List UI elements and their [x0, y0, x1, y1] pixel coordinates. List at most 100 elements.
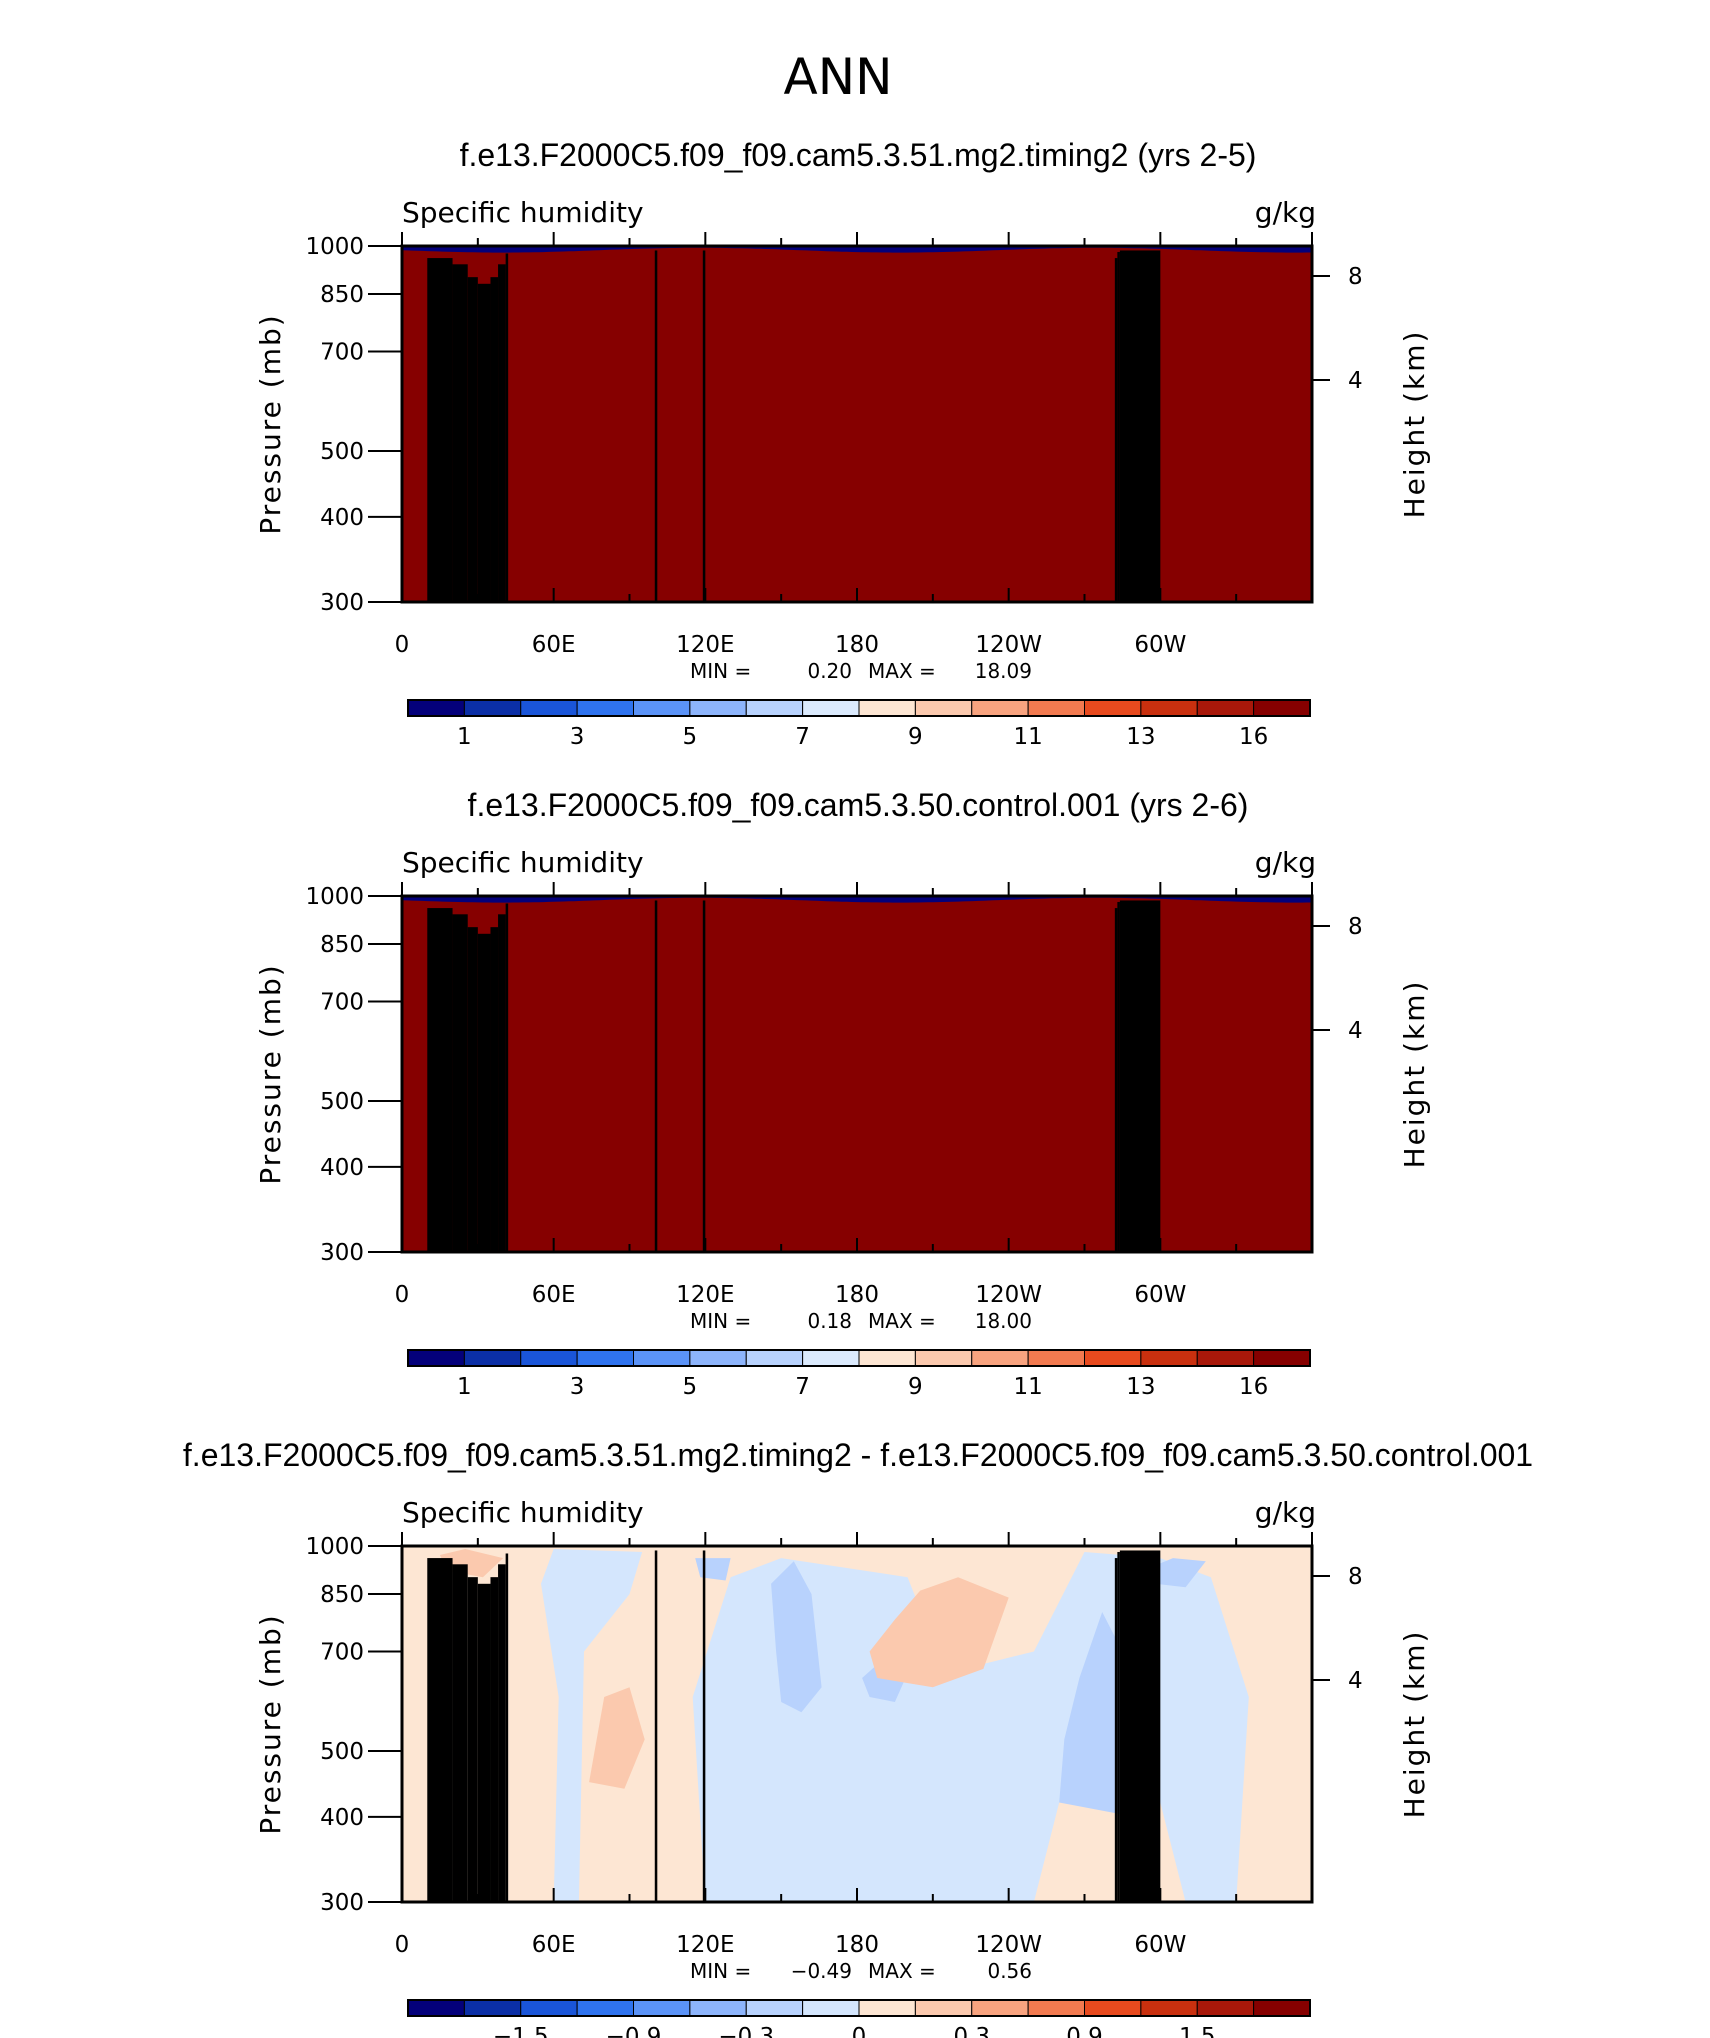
topography-mask [505, 903, 509, 1252]
y-tick-label: 1000 [305, 884, 364, 910]
y-tick-label: 400 [320, 1155, 364, 1181]
colorbar-label: 1 [457, 724, 472, 750]
chart-panel-1: f.e13.F2000C5.f09_f09.cam5.3.51.mg2.timi… [254, 137, 1431, 750]
panel-title: f.e13.F2000C5.f09_f09.cam5.3.51.mg2.timi… [183, 1437, 1533, 1473]
topography-mask [498, 264, 506, 602]
min-value: 0.18 [807, 1309, 852, 1333]
x-tick-label: 120W [975, 1932, 1042, 1958]
topography-mask [1117, 251, 1120, 602]
y-tick-label: 500 [320, 439, 364, 465]
heatmap-plot-area [402, 896, 1312, 1252]
colorbar-swatch [1253, 699, 1311, 717]
topography-mask [427, 908, 453, 1252]
colorbar-label: 13 [1126, 724, 1155, 750]
colorbar-label: 5 [683, 724, 698, 750]
x-tick-label: 180 [835, 632, 879, 658]
colorbar-label: 3 [570, 1374, 585, 1400]
panel-title: f.e13.F2000C5.f09_f09.cam5.3.51.mg2.timi… [460, 137, 1257, 173]
colorbar-swatch [745, 699, 804, 717]
y-tick-label: 700 [320, 1639, 364, 1665]
topography-mask [498, 1564, 506, 1902]
colorbar-swatch [689, 1349, 747, 1367]
topography-mask [490, 1577, 499, 1902]
colorbar-swatch [971, 1349, 1029, 1367]
topography-mask [452, 264, 468, 602]
colorbar-swatch [971, 699, 1029, 717]
colorbar-label: 11 [1013, 724, 1042, 750]
units-label: g/kg [1255, 196, 1316, 229]
topography-mask [427, 1558, 453, 1902]
colorbar-label: 9 [908, 1374, 923, 1400]
y-axis-right-label: Height (km) [1398, 980, 1431, 1169]
contour-band [869, 1577, 1009, 1688]
y-axis-right-label: Height (km) [1398, 330, 1431, 519]
colorbar-label: 0.9 [1066, 2024, 1103, 2038]
x-tick-label: 60E [532, 1932, 576, 1958]
topography-mask [477, 1583, 491, 1902]
colorbar-frame [407, 699, 1311, 717]
colorbar-swatch [1140, 1349, 1198, 1367]
y-tick-label: 850 [320, 282, 364, 308]
topography-mask [477, 933, 491, 1252]
y-tick-label: 400 [320, 1805, 364, 1831]
topography-mask [1117, 901, 1120, 1252]
colorbar-frame [407, 1349, 1311, 1367]
colorbar-label: 11 [1013, 1374, 1042, 1400]
heatmap-plot-area [402, 246, 1312, 602]
max-value: 18.09 [975, 659, 1032, 683]
colorbar-label: −0.3 [718, 2024, 774, 2038]
topography-mask [490, 927, 499, 1252]
y-axis-label: Pressure (mb) [254, 1613, 287, 1834]
colorbar-label: −0.9 [606, 2024, 662, 2038]
colorbar-swatch [520, 1349, 578, 1367]
colorbar-swatch [745, 1999, 804, 2017]
colorbar-label: 16 [1239, 1374, 1268, 1400]
topography-mask [654, 250, 658, 602]
contour-band [402, 247, 1312, 602]
topography-mask [1114, 258, 1118, 602]
x-tick-label: 0 [395, 1282, 410, 1308]
chart-panel-2: f.e13.F2000C5.f09_f09.cam5.3.50.control.… [254, 787, 1431, 1400]
colorbar-swatch [407, 1999, 465, 2017]
y-tick-label: 1000 [305, 1534, 364, 1560]
topography-mask [702, 900, 706, 1252]
colorbar-label: 5 [683, 1374, 698, 1400]
topography-mask [702, 1550, 706, 1902]
colorbar-label: 0 [852, 2024, 867, 2038]
contour-band [589, 1687, 645, 1789]
colorbar-swatch [858, 1349, 916, 1367]
colorbar-label: 1.5 [1179, 2024, 1216, 2038]
y-tick-label: 700 [320, 339, 364, 365]
topography-mask [427, 258, 453, 602]
min-value: −0.49 [791, 1959, 852, 1983]
y-right-tick-label: 4 [1348, 368, 1363, 394]
colorbar-swatch [407, 699, 465, 717]
colorbar-label: 9 [908, 724, 923, 750]
topography-mask [1114, 1558, 1118, 1902]
y-axis-label: Pressure (mb) [254, 963, 287, 1184]
topography-mask [1119, 250, 1161, 602]
contour-band [771, 1561, 822, 1713]
field-name-label: Specific humidity [402, 196, 644, 229]
units-label: g/kg [1255, 846, 1316, 879]
topography-mask [467, 1577, 478, 1902]
y-tick-label: 400 [320, 505, 364, 531]
colorbar-swatch [1084, 699, 1142, 717]
colorbar-swatch [633, 1999, 691, 2017]
contour-band [1150, 1558, 1206, 1588]
y-tick-label: 850 [320, 932, 364, 958]
contour-band [541, 1549, 643, 1902]
colorbar-swatch [1084, 1349, 1142, 1367]
colorbar-swatch [971, 1999, 1029, 2017]
x-tick-label: 60W [1134, 1282, 1186, 1308]
colorbar-swatch [463, 699, 522, 717]
x-tick-label: 0 [395, 632, 410, 658]
y-right-tick-label: 4 [1348, 1668, 1363, 1694]
colorbar-swatch [1084, 1999, 1142, 2017]
y-right-tick-label: 8 [1348, 914, 1363, 940]
x-tick-label: 60W [1134, 1932, 1186, 1958]
colorbar-swatch [858, 699, 916, 717]
colorbar-swatch [576, 1999, 634, 2017]
topography-mask [654, 1550, 658, 1902]
